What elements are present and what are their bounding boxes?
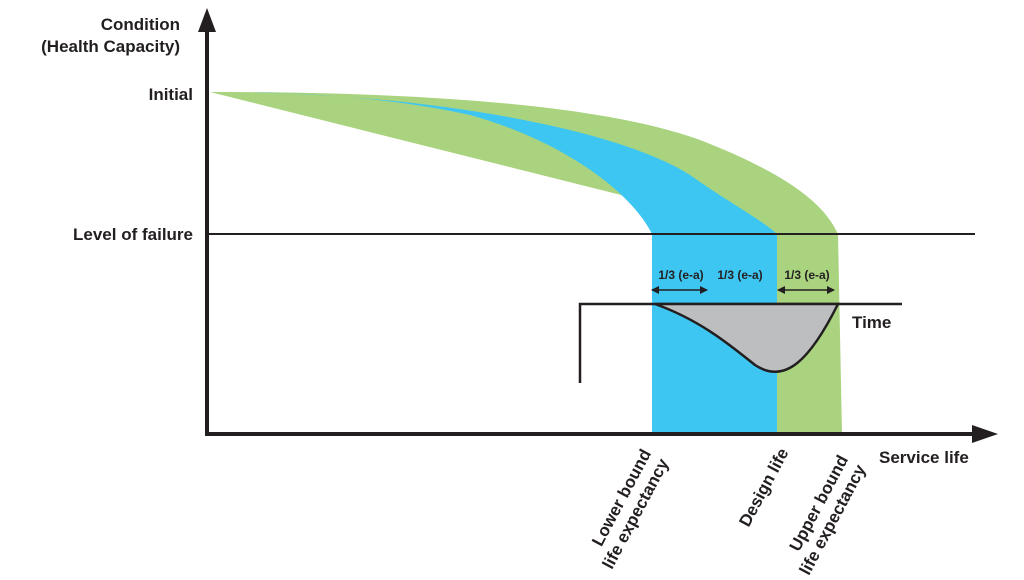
time-label: Time xyxy=(852,313,891,332)
y-axis-arrow-icon xyxy=(198,8,216,32)
interval-label-1: 1/3 (e-a) xyxy=(658,268,703,282)
x-axis-arrow-icon xyxy=(972,425,998,443)
y-axis-title-line1: Condition xyxy=(101,15,180,34)
tick-design-life: Design life xyxy=(735,445,792,530)
x-axis-title: Service life xyxy=(879,448,969,467)
y-axis-title-line2: (Health Capacity) xyxy=(41,37,180,56)
tick-upper-bound: Upper bound life expectancy xyxy=(786,452,870,578)
interval-label-3: 1/3 (e-a) xyxy=(784,268,829,282)
interval-label-2: 1/3 (e-a) xyxy=(717,268,762,282)
tick-failure: Level of failure xyxy=(73,225,193,244)
tick-initial: Initial xyxy=(149,85,193,104)
tick-lower-bound: Lower bound life expectancy xyxy=(588,446,673,572)
tick-design-life-line1: Design life xyxy=(735,445,792,530)
distribution-curve xyxy=(654,302,841,374)
lower-bound-band xyxy=(210,92,777,434)
